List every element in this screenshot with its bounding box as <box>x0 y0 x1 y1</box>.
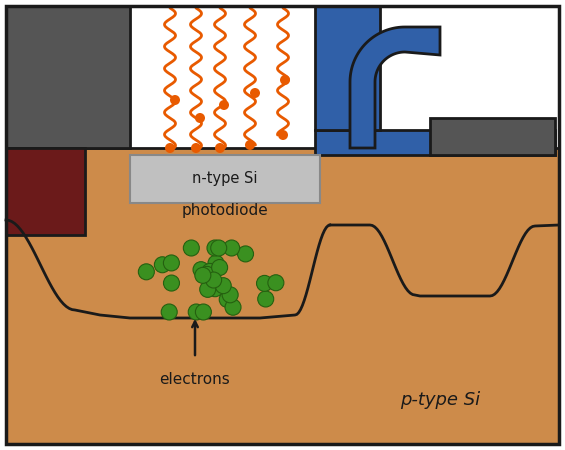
Circle shape <box>165 143 175 153</box>
Circle shape <box>207 281 223 297</box>
Circle shape <box>211 240 227 256</box>
Circle shape <box>215 143 225 153</box>
Circle shape <box>278 130 288 140</box>
Circle shape <box>280 75 290 85</box>
Circle shape <box>250 88 260 98</box>
Text: n-type Si: n-type Si <box>192 171 258 186</box>
Bar <box>430 118 555 155</box>
Text: photodiode: photodiode <box>181 202 268 217</box>
Text: electrons: electrons <box>160 373 231 387</box>
Bar <box>130 155 320 203</box>
Circle shape <box>163 255 180 271</box>
Circle shape <box>183 240 199 256</box>
Circle shape <box>191 143 201 153</box>
Circle shape <box>188 304 204 320</box>
Circle shape <box>258 291 273 307</box>
Circle shape <box>154 257 171 273</box>
Text: p-type Si: p-type Si <box>400 391 480 409</box>
Circle shape <box>224 240 240 256</box>
Circle shape <box>163 275 180 291</box>
Circle shape <box>237 246 254 262</box>
Circle shape <box>268 275 284 291</box>
Circle shape <box>138 264 154 280</box>
Bar <box>315 6 380 130</box>
Bar <box>6 148 559 444</box>
Bar <box>6 6 130 148</box>
Bar <box>315 130 555 155</box>
Circle shape <box>222 287 238 303</box>
Circle shape <box>195 113 205 123</box>
Circle shape <box>199 266 215 283</box>
Polygon shape <box>350 27 440 148</box>
Circle shape <box>195 267 211 284</box>
Circle shape <box>206 272 221 288</box>
Circle shape <box>257 275 272 292</box>
Circle shape <box>170 95 180 105</box>
Circle shape <box>161 304 177 320</box>
Circle shape <box>225 299 241 315</box>
Circle shape <box>195 304 211 320</box>
Circle shape <box>193 261 209 278</box>
Circle shape <box>215 278 231 294</box>
Circle shape <box>207 240 223 256</box>
Circle shape <box>208 255 224 271</box>
Circle shape <box>219 100 229 110</box>
Circle shape <box>199 281 216 297</box>
Circle shape <box>202 263 218 279</box>
Circle shape <box>219 292 235 307</box>
Circle shape <box>245 140 255 150</box>
Bar <box>6 148 85 235</box>
Circle shape <box>212 260 228 275</box>
